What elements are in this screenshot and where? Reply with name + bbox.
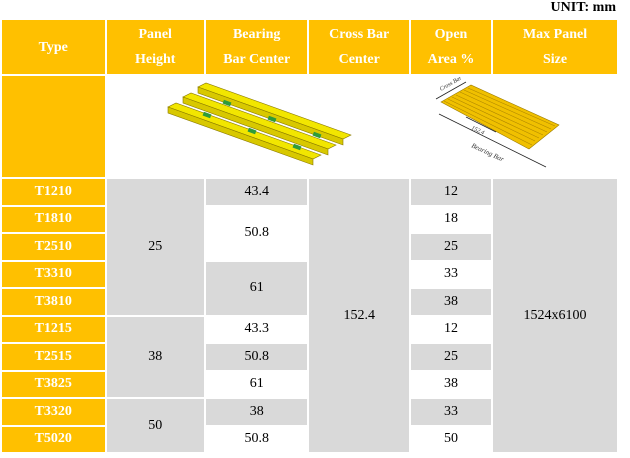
bearing-bar-center-cell: 50.8 bbox=[205, 206, 308, 260]
panel-height-cell: 50 bbox=[106, 399, 204, 452]
header-line: Size bbox=[543, 52, 568, 67]
table-row: T3310 61 33 bbox=[2, 261, 617, 315]
header-line: Open bbox=[434, 27, 468, 42]
table-row: T3320 50 38 33 bbox=[2, 399, 617, 452]
header-open-area: Open Area % bbox=[410, 20, 492, 74]
type-cell: T1215 bbox=[2, 316, 105, 342]
bearing-bar-center-cell: 50.8 bbox=[205, 426, 308, 452]
bearing-bar-center-cell: 61 bbox=[205, 261, 308, 315]
header-type: Type bbox=[2, 20, 105, 74]
table-row: T1215 38 43.3 12 bbox=[2, 316, 617, 397]
type-cell: T1810 bbox=[2, 206, 105, 232]
panel-height-cell: 25 bbox=[106, 179, 204, 315]
bearing-bar-dimension-label: Bearing Bar bbox=[470, 141, 505, 163]
table-row: T3825 61 38 bbox=[2, 371, 617, 397]
type-cell: T2515 bbox=[2, 344, 105, 370]
header-line: Max Panel bbox=[522, 27, 588, 42]
image-row: Cross Bar 152.4 Bearing Bar bbox=[2, 75, 617, 177]
open-area-cell: 38 bbox=[410, 289, 492, 315]
panel-height-cell: 38 bbox=[106, 316, 204, 397]
open-area-cell: 25 bbox=[410, 344, 492, 370]
grating-illustration-cell bbox=[106, 76, 409, 177]
header-line: Center bbox=[338, 52, 380, 67]
header-line: Cross Bar bbox=[329, 27, 390, 42]
table-row: T5020 50.8 50 bbox=[2, 426, 617, 452]
type-cell: T3810 bbox=[2, 289, 105, 315]
open-area-cell: 12 bbox=[410, 179, 492, 205]
open-area-cell: 18 bbox=[410, 206, 492, 232]
bearing-bar-center-cell: 43.3 bbox=[205, 316, 308, 342]
header-max-panel-size: Max Panel Size bbox=[493, 20, 617, 74]
table-row: T1210 25 43.4 152.4 12 1524x6100 bbox=[2, 179, 617, 452]
type-cell: T1210 bbox=[2, 179, 105, 205]
panel-dimension-cell: Cross Bar 152.4 Bearing Bar bbox=[410, 75, 617, 177]
max-panel-size-cell: 1524x6100 bbox=[493, 179, 617, 452]
open-area-cell: 38 bbox=[410, 371, 492, 397]
bearing-bar-center-cell: 38 bbox=[205, 399, 308, 425]
type-cell: T5020 bbox=[2, 426, 105, 452]
open-area-cell: 33 bbox=[410, 261, 492, 287]
type-cell: T3825 bbox=[2, 371, 105, 397]
cross-bar-center-cell: 152.4 bbox=[309, 179, 409, 452]
header-bearing-bar-center: Bearing Bar Center bbox=[205, 20, 308, 74]
panel-dimension-diagram: Cross Bar 152.4 Bearing Bar bbox=[435, 75, 560, 167]
grating-isometric-illustration bbox=[166, 82, 352, 166]
grating-spec-table: Type Panel Height Bearing Bar Center Cross… bbox=[0, 18, 619, 454]
type-cell: T3320 bbox=[2, 399, 105, 425]
header-type-label: Type bbox=[38, 39, 68, 55]
header-line: Panel bbox=[138, 27, 172, 42]
header-line: Bearing bbox=[232, 27, 281, 42]
header-line: Area % bbox=[427, 52, 475, 67]
header-row: Type Panel Height Bearing Bar Center Cross… bbox=[2, 20, 617, 74]
center-dimension-label: 152.4 bbox=[470, 124, 485, 136]
header-panel-height: Panel Height bbox=[106, 20, 204, 74]
open-area-cell: 33 bbox=[410, 399, 492, 425]
bearing-bar-center-cell: 61 bbox=[205, 371, 308, 397]
table-row: T3810 38 bbox=[2, 289, 617, 315]
type-cell: T2510 bbox=[2, 234, 105, 260]
open-area-cell: 25 bbox=[410, 234, 492, 260]
header-line: Height bbox=[135, 52, 176, 67]
table-row: T2510 25 bbox=[2, 234, 617, 260]
bearing-bar-center-cell: 50.8 bbox=[205, 344, 308, 370]
type-cell: T3310 bbox=[2, 261, 105, 287]
bearing-bar-center-cell: 43.4 bbox=[205, 179, 308, 205]
image-row-type-cell bbox=[2, 76, 105, 177]
table-row: T1810 50.8 18 bbox=[2, 206, 617, 260]
header-cross-bar-center: Cross Bar Center bbox=[309, 20, 409, 74]
unit-label: UNIT: mm bbox=[550, 0, 616, 15]
open-area-cell: 12 bbox=[410, 316, 492, 342]
open-area-cell: 50 bbox=[410, 426, 492, 452]
header-line: Bar Center bbox=[223, 52, 291, 67]
table-row: T2515 50.8 25 bbox=[2, 344, 617, 370]
